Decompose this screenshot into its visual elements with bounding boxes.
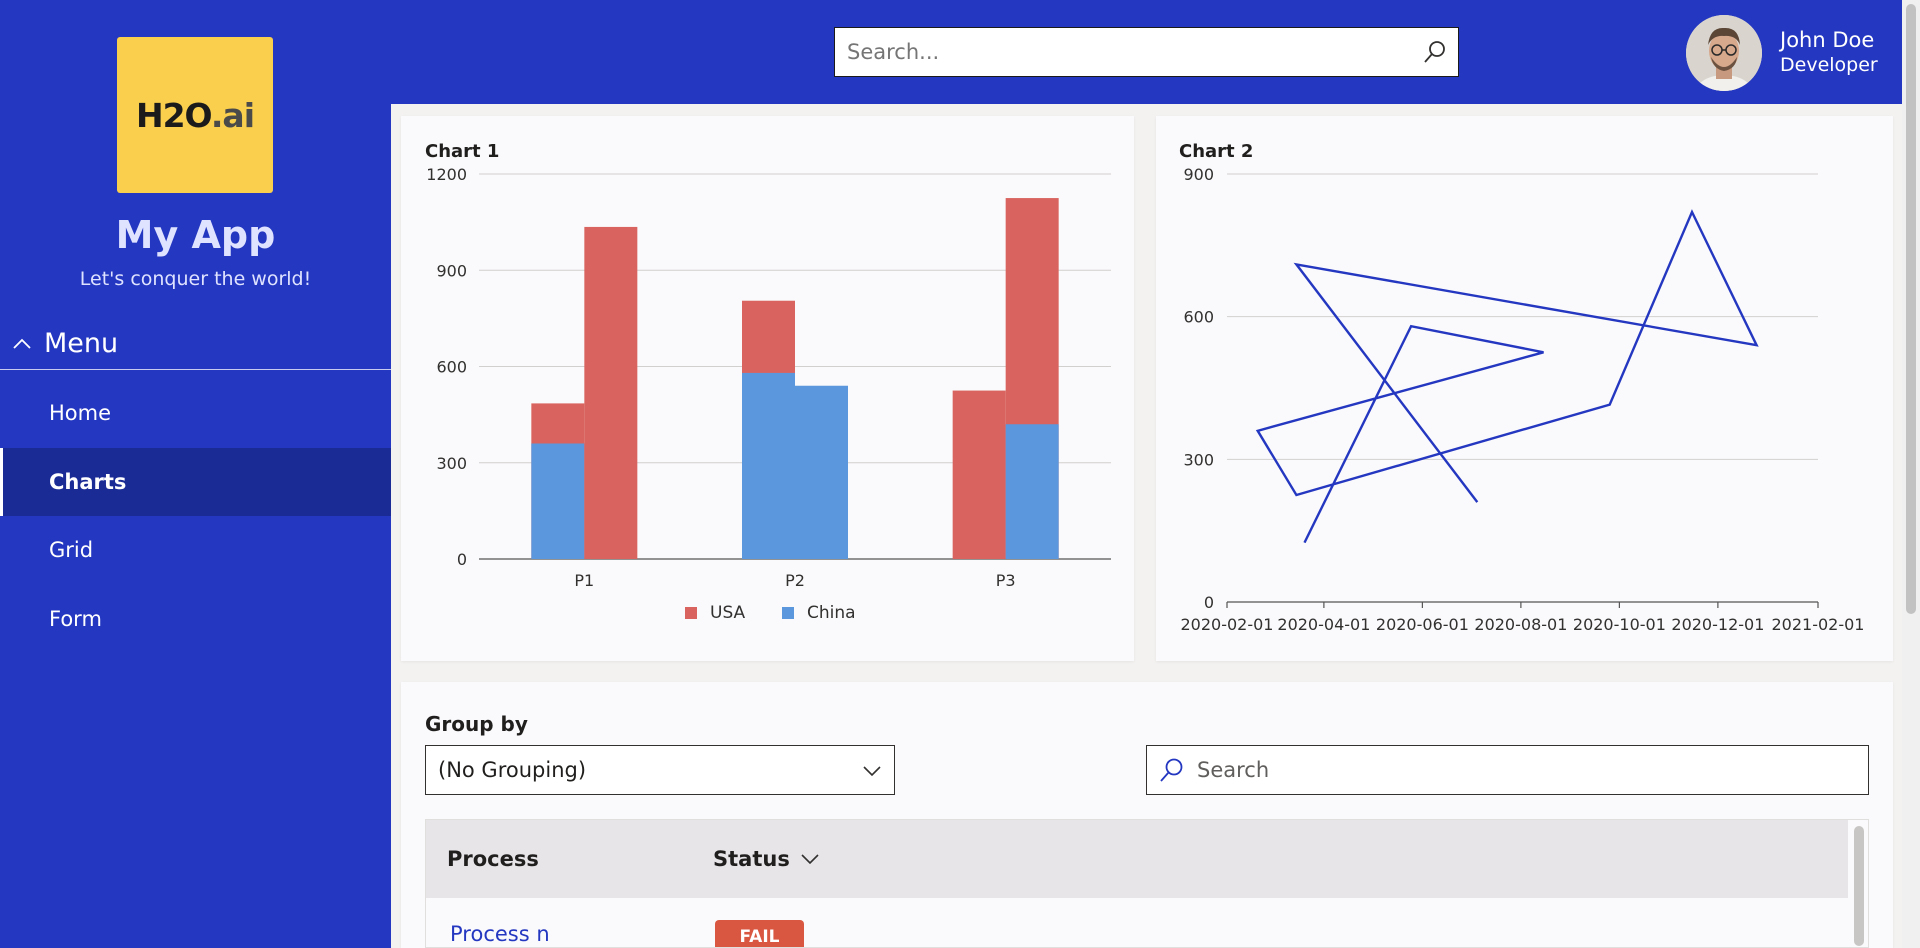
chart-2-card: Chart 2 0 300 600 900 2020-02-01 2020-04-01 20… [1156, 116, 1893, 661]
bar-china [795, 385, 848, 559]
x-tick-label: 2021-02-01 [1772, 615, 1865, 634]
chart-2: 0 300 600 900 2020-02-01 2020-04-01 2020-06-01… [1181, 165, 1865, 634]
status-badge: FAIL [715, 920, 804, 947]
sidebar-item-form[interactable]: Form [0, 585, 391, 653]
app-subtitle: Let's conquer the world! [79, 268, 312, 290]
chart-2-title: Chart 2 [1179, 141, 1254, 162]
grid-card: Group by (No Grouping) Search Process St… [401, 682, 1893, 948]
table-scrollbar-thumb[interactable] [1854, 826, 1864, 946]
y-tick-label: 900 [1183, 165, 1214, 184]
x-tick-label: P2 [785, 571, 805, 590]
sidebar-item-grid[interactable]: Grid [0, 516, 391, 584]
search-icon[interactable] [1412, 39, 1458, 65]
header-search-input[interactable] [835, 39, 1412, 65]
legend-swatch [782, 607, 794, 619]
column-header-status[interactable]: Status [713, 820, 820, 898]
legend-label: USA [710, 603, 746, 623]
line-series [1255, 209, 1759, 544]
user-name: John Doe [1780, 28, 1875, 52]
x-tick-label: 2020-12-01 [1671, 615, 1764, 634]
chevron-up-icon [0, 318, 44, 370]
user-avatar-icon [1686, 15, 1762, 91]
chart-1-title: Chart 1 [425, 141, 500, 162]
bar-usa [952, 390, 1006, 559]
logo-text: H2O.ai [135, 95, 255, 135]
x-tick-label: 2020-10-01 [1573, 615, 1666, 634]
app-logo[interactable]: H2O.ai [117, 37, 273, 193]
bar-china [1005, 424, 1059, 559]
menu-toggle[interactable]: Menu [0, 318, 391, 370]
bar-usa [584, 226, 638, 559]
x-tick-label: 2020-04-01 [1277, 615, 1370, 634]
sidebar: H2O.ai My App Let's conquer the world! M… [0, 0, 391, 948]
sidebar-item-charts[interactable]: Charts [0, 448, 391, 516]
y-tick-label: 300 [436, 454, 467, 473]
bar-china [531, 443, 585, 559]
chevron-down-icon [800, 853, 820, 865]
x-tick-label: 2020-02-01 [1181, 615, 1274, 634]
legend-swatch [685, 607, 697, 619]
group-by-value: (No Grouping) [438, 758, 587, 782]
group-by-label: Group by [425, 712, 528, 736]
y-tick-label: 600 [1183, 308, 1214, 327]
table-header: Process Status [426, 820, 1848, 898]
app-title: My App [115, 213, 276, 257]
legend-label: China [807, 603, 856, 623]
table-search-placeholder[interactable]: Search [1197, 758, 1270, 782]
bar-china [742, 372, 795, 559]
sidebar-item-label: Charts [49, 470, 127, 494]
y-tick-label: 900 [436, 261, 467, 280]
chart-1-card: Chart 1 0 300 600 900 1200 P1 P2 P3 USA China [401, 116, 1134, 661]
sidebar-item-label: Form [49, 607, 102, 631]
process-table: Process Status Process n FAIL [425, 819, 1869, 948]
y-tick-label: 300 [1183, 450, 1214, 469]
y-tick-label: 0 [457, 550, 467, 569]
x-tick-label: P3 [996, 571, 1016, 590]
sidebar-item-home[interactable]: Home [0, 379, 391, 447]
y-tick-label: 600 [436, 358, 467, 377]
user-role: Developer [1780, 54, 1878, 76]
column-header-process[interactable]: Process [447, 847, 539, 871]
process-link[interactable]: Process n [450, 922, 550, 946]
sidebar-item-label: Grid [49, 538, 94, 562]
chart-1: 0 300 600 900 1200 P1 P2 P3 USA China [426, 165, 1111, 623]
x-tick-label: 2020-06-01 [1376, 615, 1469, 634]
menu-label: Menu [44, 328, 119, 359]
group-by-dropdown[interactable]: (No Grouping) [425, 745, 895, 795]
table-search-box[interactable]: Search [1146, 745, 1869, 795]
y-tick-label: 1200 [426, 165, 467, 184]
chevron-down-icon [862, 758, 882, 782]
sidebar-item-label: Home [49, 401, 112, 425]
x-tick-label: P1 [574, 571, 594, 590]
page-scrollbar-thumb[interactable] [1906, 4, 1916, 614]
y-tick-label: 0 [1204, 593, 1214, 612]
header-search-box[interactable] [834, 27, 1459, 77]
x-tick-label: 2020-08-01 [1474, 615, 1567, 634]
avatar[interactable] [1686, 15, 1762, 91]
search-icon [1147, 756, 1197, 784]
